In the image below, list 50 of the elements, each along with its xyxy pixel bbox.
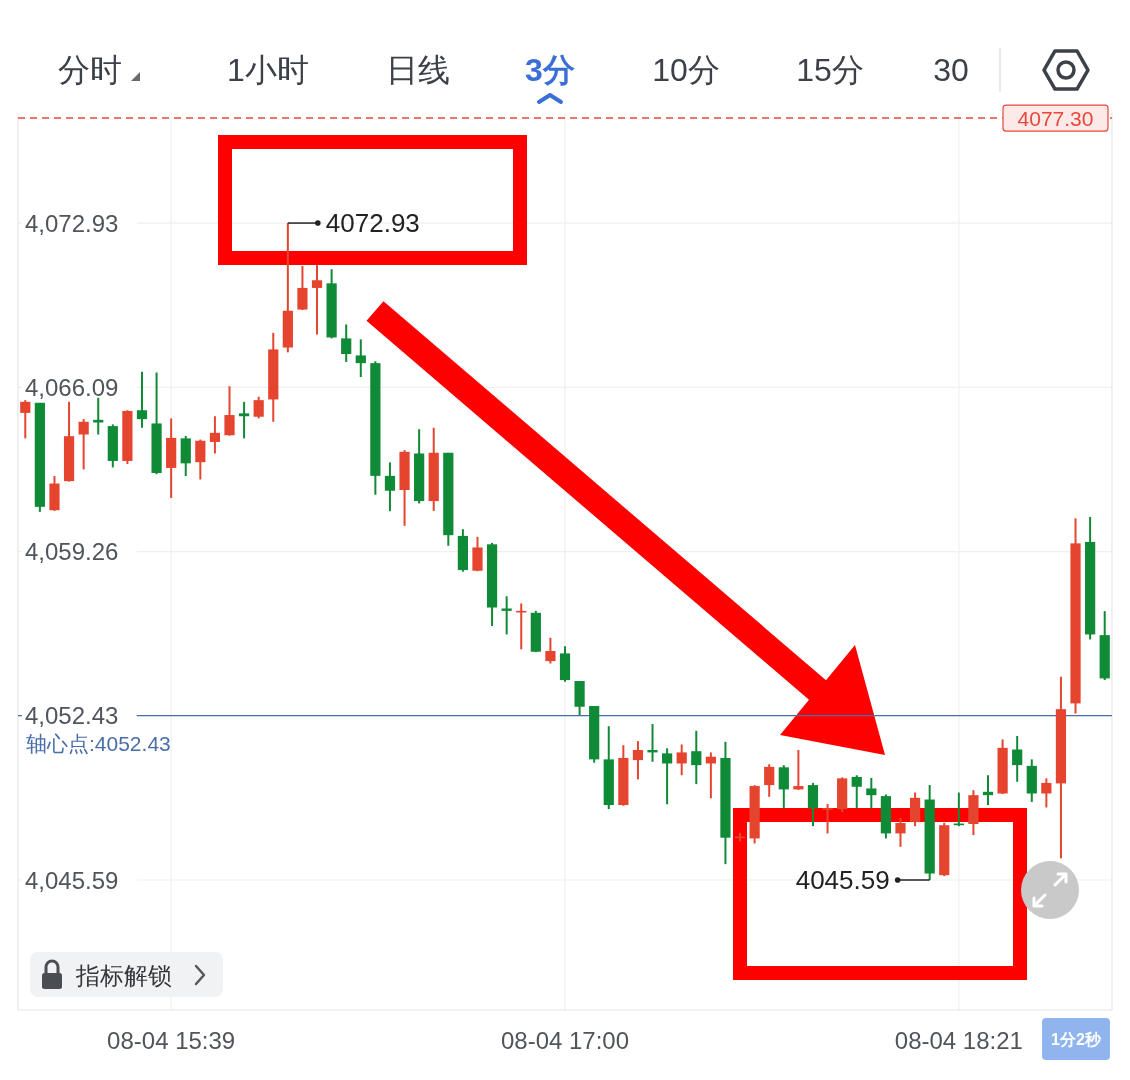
y-tick-label: 4,066.09 [25, 373, 119, 401]
candlestick [866, 776, 877, 810]
text: 3分 [525, 52, 575, 88]
candlestick [662, 747, 673, 806]
candlestick [691, 729, 702, 786]
candlestick [20, 399, 31, 440]
candlestick [1041, 777, 1052, 809]
ref-line-label: 4077.30 [1017, 106, 1094, 130]
text: 分时 [58, 52, 122, 88]
candlestick [78, 418, 89, 471]
text: 1小时 [227, 52, 309, 88]
candlestick [195, 438, 206, 481]
candlestick [1012, 735, 1023, 783]
ref-line-label: 轴心点:4052.43 [26, 732, 171, 756]
x-tick-label: 08-04 18:21 [894, 1026, 1023, 1054]
annotation: 指标解锁 [75, 961, 172, 989]
candlestick [136, 370, 148, 429]
candlestick [341, 323, 352, 363]
y-tick-label: 4,059.26 [25, 538, 119, 566]
annotation: 4072.93 [325, 208, 420, 239]
candlestick [384, 461, 396, 513]
y-tick-label: 4,045.59 [25, 866, 119, 894]
text: 1分2秒 [1051, 1030, 1102, 1048]
candlestick [807, 781, 819, 828]
candlestick [253, 395, 264, 420]
text: 30 [933, 52, 969, 88]
candlestick [676, 743, 687, 777]
candlestick [355, 338, 366, 379]
text: 10分 [652, 52, 720, 88]
annotation: 4045.59 [795, 865, 890, 895]
candlestick [778, 764, 789, 810]
candlestick [545, 636, 556, 665]
x-tick-label: 08-04 17:00 [500, 1026, 630, 1054]
text: 日线 [386, 52, 450, 88]
candlestick [311, 264, 323, 336]
candlestick [472, 535, 483, 573]
candlestick [895, 817, 906, 848]
candlestick [209, 415, 221, 455]
candlestick [851, 774, 862, 810]
candlestick [297, 265, 308, 312]
candlestick [822, 803, 833, 835]
candlestick [501, 595, 512, 636]
candlestick [238, 400, 250, 440]
y-tick-label: 4,052.43 [25, 702, 119, 730]
candlestick [764, 763, 775, 798]
candlestick [224, 385, 235, 437]
candlestick [632, 740, 644, 781]
x-tick-label: 08-04 15:39 [107, 1026, 236, 1054]
y-tick-label: 4,072.93 [25, 209, 119, 237]
text: 15分 [796, 52, 864, 88]
